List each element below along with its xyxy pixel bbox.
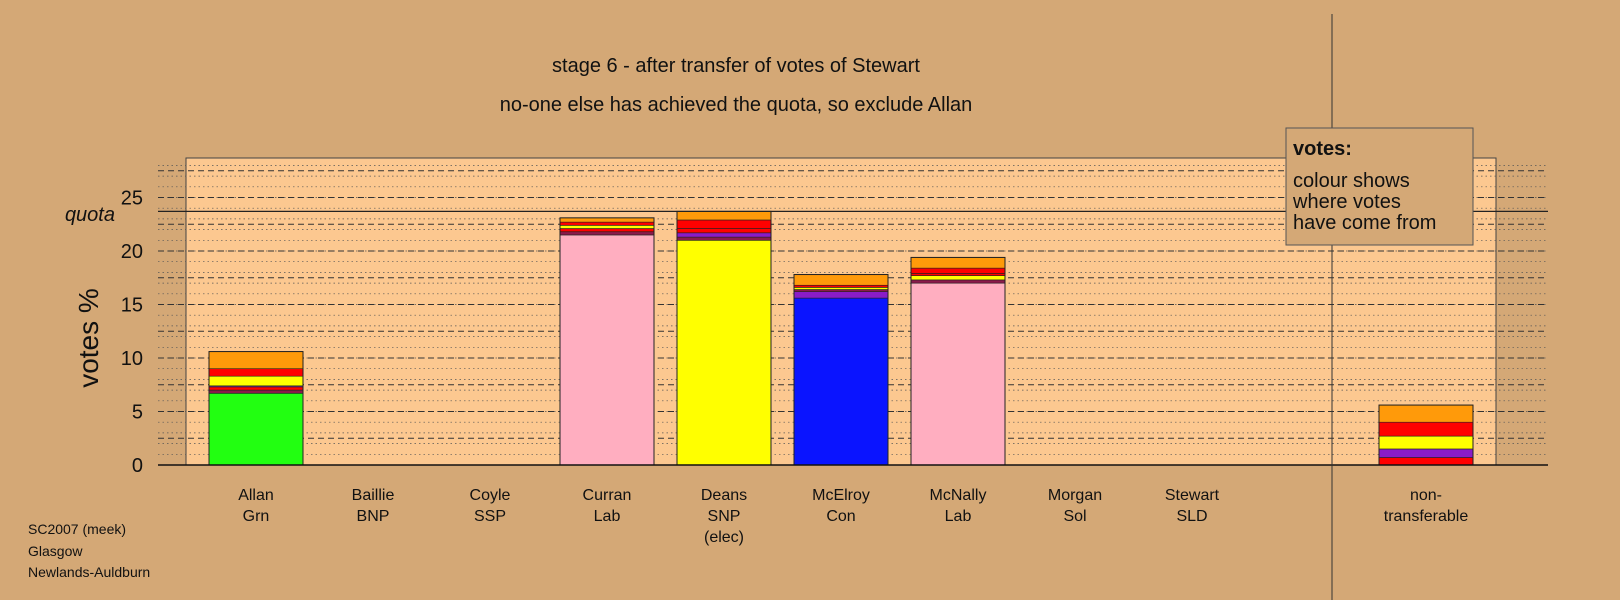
bars <box>158 14 1548 600</box>
bar-segment <box>208 351 304 369</box>
x-label-name: Allan <box>238 487 274 504</box>
bar-segment <box>910 273 1006 276</box>
x-label-note: (elec) <box>704 529 744 546</box>
footer-line-1: SC2007 (meek) <box>28 521 126 537</box>
quota-label: quota <box>65 204 115 226</box>
bar-segment <box>676 232 772 238</box>
bar-segment <box>793 291 889 299</box>
bar-segment <box>1378 448 1474 458</box>
bar-segment <box>793 289 889 292</box>
bar-segment <box>676 211 772 221</box>
bar-segment <box>676 240 772 466</box>
x-label-name: McNally <box>930 487 987 504</box>
x-label-party: Grn <box>243 508 270 525</box>
bar-segment <box>793 287 889 290</box>
chart-title: stage 6 - after transfer of votes of Ste… <box>552 55 920 77</box>
bar-segment <box>793 284 889 288</box>
bar-segment <box>910 282 1006 466</box>
bar-segment <box>1378 421 1474 437</box>
y-tick-label: 15 <box>121 295 143 317</box>
legend-box <box>1285 127 1474 246</box>
x-label-nontransferable-1: non- <box>1410 487 1442 504</box>
x-label-party: SSP <box>474 508 506 525</box>
bar-segment <box>793 297 889 466</box>
titles: stage 6 - after transfer of votes of Ste… <box>500 55 973 116</box>
footer-line-2: Glasgow <box>28 543 83 559</box>
x-axis-labels: Allan Grn Baillie BNP Coyle SSP Curran Lab Deans… <box>238 487 1468 546</box>
x-label-name: Deans <box>701 487 747 504</box>
bar-segment <box>559 234 655 466</box>
legend-line-2: where votes <box>1292 191 1401 213</box>
bar-segment <box>676 228 772 234</box>
bar-segment <box>208 368 304 377</box>
x-label-name: Morgan <box>1048 487 1102 504</box>
footer-line-3: Newlands-Auldburn <box>28 564 150 580</box>
x-label-party: BNP <box>357 508 390 525</box>
legend-line-3: have come from <box>1293 212 1436 234</box>
x-label-name: Coyle <box>470 487 511 504</box>
bar-segment <box>676 219 772 229</box>
x-label-party: Con <box>826 508 855 525</box>
x-label-party: SNP <box>708 508 741 525</box>
bar-segment <box>208 386 304 391</box>
legend: votes: colour shows where votes have com… <box>1285 127 1474 246</box>
y-axis-title: votes % <box>73 288 104 388</box>
x-label-name: Stewart <box>1165 487 1220 504</box>
x-label-nontransferable-2: transferable <box>1384 508 1469 525</box>
bar-segment <box>793 274 889 286</box>
bar-segment <box>910 279 1006 284</box>
bar-segment <box>208 393 304 466</box>
y-tick-label: 25 <box>121 188 143 210</box>
x-label-party: Sol <box>1063 508 1086 525</box>
bar-segment <box>910 267 1006 274</box>
x-label-name: Baillie <box>352 487 395 504</box>
x-label-party: Lab <box>594 508 621 525</box>
bar-segment <box>559 231 655 236</box>
x-label-name: McElroy <box>812 487 870 504</box>
footer: SC2007 (meek) Glasgow Newlands-Auldburn <box>28 521 150 580</box>
bar-segment <box>1378 404 1474 423</box>
bar-segment <box>559 221 655 226</box>
bar-segment <box>208 389 304 394</box>
bar-segment <box>559 228 655 233</box>
y-tick-label: 0 <box>132 455 143 477</box>
y-tick-label: 5 <box>132 402 143 424</box>
bar-segment <box>1378 457 1474 466</box>
bar-segment <box>208 375 304 387</box>
x-label-party: SLD <box>1176 508 1207 525</box>
bar-segment <box>910 257 1006 269</box>
bar-segment <box>676 236 772 241</box>
y-axis: votes % 0 5 10 15 20 25 <box>73 188 143 478</box>
x-label-name: Curran <box>583 487 632 504</box>
x-label-party: Lab <box>945 508 972 525</box>
chart-subtitle: no-one else has achieved the quota, so e… <box>500 94 973 116</box>
y-tick-label: 20 <box>121 241 143 263</box>
bar-segment <box>910 275 1006 281</box>
legend-line-1: colour shows <box>1293 170 1410 192</box>
bar-segment <box>559 217 655 223</box>
bar-segment <box>559 225 655 229</box>
y-tick-label: 10 <box>121 348 143 370</box>
bar-segment <box>1378 435 1474 450</box>
legend-title: votes: <box>1293 138 1352 160</box>
